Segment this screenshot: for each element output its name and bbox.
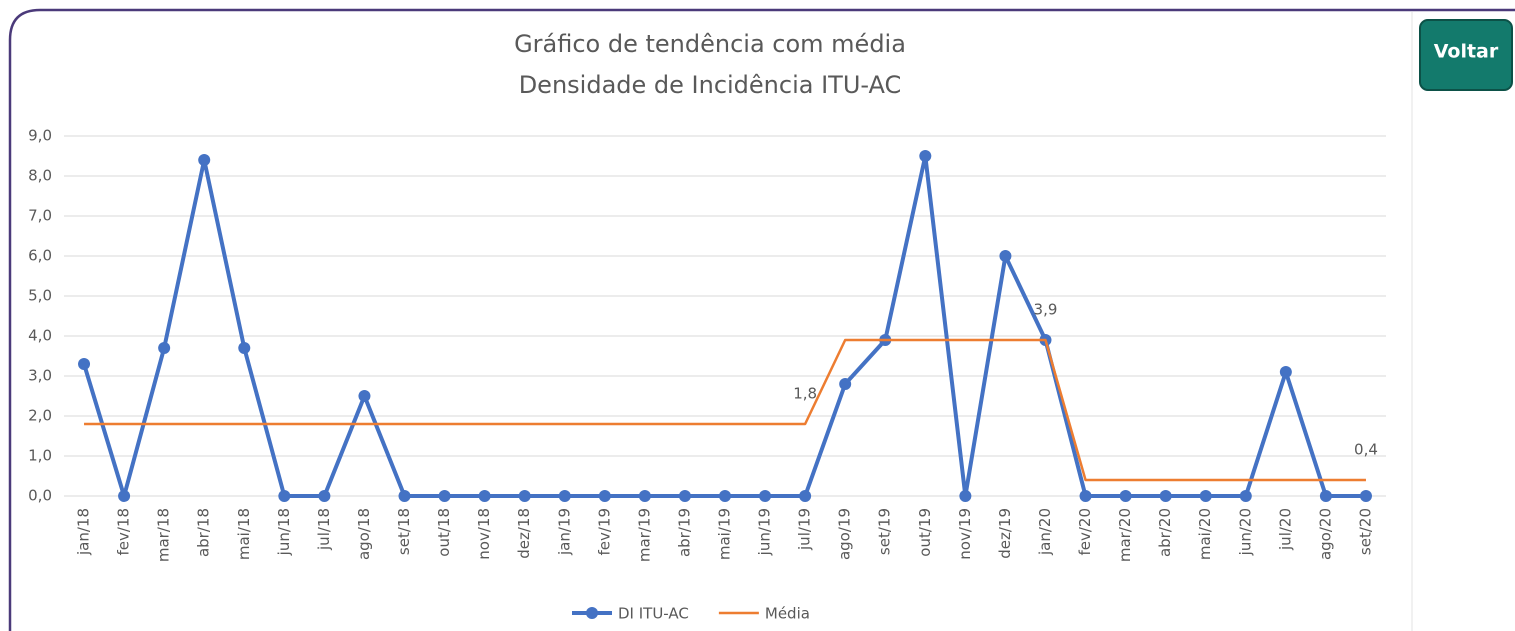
x-tick-label: jun/18 [275,508,293,556]
marker [839,378,852,390]
marker [518,490,531,502]
x-tick-label: mar/20 [1116,508,1134,562]
marker [719,490,731,502]
marker [1199,490,1212,502]
x-tick-label: fev/18 [115,508,133,556]
y-tick-label: 9,0 [28,127,52,145]
x-tick-label: jan/19 [555,508,573,556]
x-tick-label: set/18 [395,508,413,555]
marker [959,490,972,502]
x-tick-label: jun/19 [756,508,774,556]
legend-label: Média [765,605,810,623]
marker [638,490,651,502]
y-tick-label: 3,0 [28,367,52,385]
x-tick-label: dez/19 [996,508,1014,559]
y-tick-label: 7,0 [28,207,52,225]
x-tick-label: jul/20 [1276,508,1294,551]
x-tick-label: jul/18 [315,508,333,551]
chart-subtitle: Densidade de Incidência ITU-AC [519,71,902,99]
marker [398,490,411,502]
marker [158,342,171,354]
marker [1359,490,1372,502]
x-tick-label: ago/18 [355,508,373,560]
x-tick-label: out/19 [916,508,934,557]
x-tick-label: abr/20 [1156,508,1174,557]
x-tick-label: abr/18 [195,508,213,557]
series-line [82,154,1366,498]
x-tick-label: jan/18 [75,508,93,556]
data-label: 3,9 [1034,301,1058,319]
data-label: 1,8 [793,385,817,403]
y-tick-label: 8,0 [28,167,52,185]
marker [598,490,611,502]
marker [759,490,772,502]
marker [198,154,211,166]
x-tick-label: jan/20 [1036,508,1054,556]
marker [1319,490,1332,502]
y-tick-label: 4,0 [28,327,52,345]
marker [78,358,91,370]
frame [8,8,1515,631]
marker [478,490,491,502]
marker [558,490,571,502]
y-tick-label: 5,0 [28,287,52,305]
x-tick-label: mar/19 [635,508,653,562]
x-tick-label: nov/18 [475,508,493,560]
x-tick-label: ago/19 [836,508,854,560]
legend-marker [586,607,598,619]
x-tick-label: mar/18 [155,508,173,562]
marker [118,490,131,502]
x-tick-label: out/18 [435,508,453,557]
marker [1279,366,1292,378]
x-tick-label: set/20 [1356,508,1374,555]
button-bg[interactable] [1419,19,1513,91]
data-label: 0,4 [1354,441,1378,459]
x-tick-label: mai/19 [716,508,734,560]
series-line [84,338,1366,482]
chart-title: Gráfico de tendência com média [514,30,906,58]
x-tick-label: abr/19 [675,508,693,557]
x-tick-label: set/19 [876,508,894,555]
marker [1119,490,1132,502]
marker [999,250,1012,262]
marker [238,342,251,354]
x-tick-label: mai/18 [235,508,253,560]
y-tick-label: 1,0 [28,447,52,465]
y-tick-label: 0,0 [28,487,52,505]
marker [438,490,451,502]
x-tick-label: jun/20 [1236,508,1254,556]
marker [318,490,331,502]
marker [358,390,371,402]
x-tick-label: nov/19 [956,508,974,560]
marker [1159,490,1172,502]
marker [1239,490,1252,502]
marker [1079,490,1092,502]
legend-label: DI ITU-AC [618,605,689,623]
y-tick-label: 2,0 [28,407,52,425]
marker [919,150,932,162]
y-tick-label: 6,0 [28,247,52,265]
back-button[interactable]: Voltar [1419,19,1513,91]
x-tick-label: jul/19 [796,508,814,551]
x-tick-label: ago/20 [1316,508,1334,560]
x-tick-label: fev/19 [595,508,613,556]
x-tick-label: dez/18 [515,508,533,559]
marker [678,490,691,502]
x-tick-label: fev/20 [1076,508,1094,556]
button-label[interactable]: Voltar [1434,41,1499,63]
x-tick-label: mai/20 [1196,508,1214,560]
marker [278,490,291,502]
marker [799,490,812,502]
